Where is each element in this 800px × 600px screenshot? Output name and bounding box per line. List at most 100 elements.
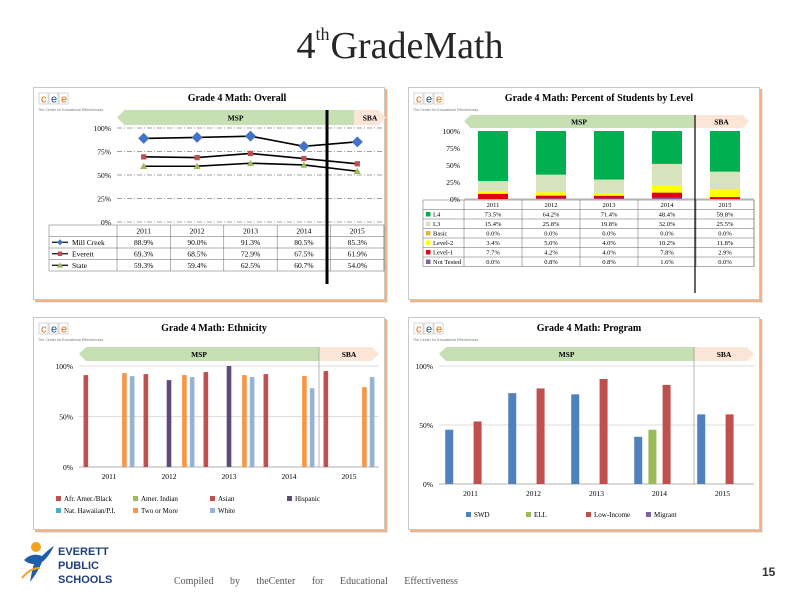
bar-segment-l4 xyxy=(652,131,682,164)
data-point xyxy=(57,239,63,246)
data-label: 0.8% xyxy=(544,259,558,266)
data-label: 11.8% xyxy=(717,240,734,247)
cee-logo-box xyxy=(38,92,49,105)
y-tick-label: 75% xyxy=(446,144,460,153)
program-chart-panel: c e e The Center for Educational Effectiven… xyxy=(408,317,760,530)
x-tick-label: 2011 xyxy=(463,489,478,498)
levels-chart-panel: c e e The Center for Educational Effectiven… xyxy=(408,87,760,300)
cee-logo-letter: e xyxy=(61,94,67,106)
legend-label: Not Tested xyxy=(433,259,462,266)
y-tick-label: 50% xyxy=(446,161,460,170)
y-tick-label: 0% xyxy=(63,463,73,472)
data-label: 85.3% xyxy=(348,238,367,247)
series-everett xyxy=(141,150,360,167)
bar-segment-not-tested xyxy=(594,198,624,199)
data-point xyxy=(353,167,361,175)
legend-label: Two or More xyxy=(141,507,178,515)
bar-swd xyxy=(571,394,580,484)
cee-logo-letter: e xyxy=(61,324,67,336)
x-tick-label: 2013 xyxy=(589,489,604,498)
bar-segment-l4 xyxy=(478,131,508,181)
chart-title: Grade 4 Math: Ethnicity xyxy=(161,323,267,334)
data-label: 61.9% xyxy=(348,250,367,259)
bar-swd xyxy=(508,393,517,484)
legend-label: Amer. Indian xyxy=(141,495,178,503)
bar-white xyxy=(369,377,375,467)
y-tick-label: 50% xyxy=(419,421,433,430)
data-label: 54.0% xyxy=(348,261,367,270)
data-label: 59.3% xyxy=(134,261,153,270)
y-tick-label: 0% xyxy=(423,480,433,489)
y-tick-label: 100% xyxy=(94,124,112,133)
x-tick-label: 2011 xyxy=(487,202,500,209)
cee-logo-tagline: The Center for Educational Effectiveness xyxy=(38,338,103,342)
data-point xyxy=(298,140,310,152)
cee-logo-box xyxy=(38,322,49,335)
data-point xyxy=(140,162,148,170)
cee-logo-letter: e xyxy=(51,94,57,106)
legend-label: Asian xyxy=(218,495,235,503)
y-tick-label: 100% xyxy=(416,362,434,371)
data-label: 25.5% xyxy=(717,221,734,228)
data-label: 4.0% xyxy=(602,240,616,247)
y-tick-label: 100% xyxy=(443,127,461,136)
data-label: 10.2% xyxy=(659,240,676,247)
data-label: 0.0% xyxy=(486,259,500,266)
cee-logo-box xyxy=(433,92,444,105)
y-tick-label: 0% xyxy=(101,218,111,227)
data-label: 25.8% xyxy=(543,221,560,228)
logo-line-2: PUBLIC xyxy=(58,560,99,572)
data-point xyxy=(57,251,63,256)
bar-segment-l4 xyxy=(594,131,624,180)
legend-swatch xyxy=(426,212,431,217)
msp-arrow xyxy=(464,115,694,128)
legend-swatch xyxy=(210,508,215,513)
cee-logo-box xyxy=(423,92,434,105)
bar-segment-level-2 xyxy=(478,191,508,194)
cee-logo-letter: c xyxy=(416,94,422,106)
bar-swd xyxy=(445,429,454,484)
data-label: 4.2% xyxy=(544,250,558,257)
data-label: 2.9% xyxy=(718,250,732,257)
legend-label: SWD xyxy=(474,511,490,519)
cee-logo-letter: c xyxy=(41,94,47,106)
sba-arrow xyxy=(694,347,754,361)
x-tick-label: 2011 xyxy=(102,472,117,481)
y-tick-label: 50% xyxy=(59,413,73,422)
bar-segment-level-2 xyxy=(652,185,682,193)
legend-label: Low-Income xyxy=(594,511,630,519)
legend-swatch xyxy=(426,250,431,255)
bar-hispanic xyxy=(226,366,232,467)
x-tick-label: 2014 xyxy=(652,489,667,498)
data-label: 19.8% xyxy=(601,221,618,228)
bar-segment-level-2 xyxy=(536,192,566,196)
x-tick-label: 2011 xyxy=(136,227,151,236)
sba-arrow xyxy=(319,347,379,361)
data-point xyxy=(141,154,147,160)
data-point xyxy=(138,132,150,144)
legend-label: Afr. Amer./Black xyxy=(64,495,113,503)
bar-segment-l3 xyxy=(536,174,566,193)
bar-low-income xyxy=(536,388,545,484)
bar-segment-not-tested xyxy=(652,197,682,199)
cee-logo-box xyxy=(433,322,444,335)
legend-label: Hispanic xyxy=(295,495,320,503)
data-label: 0.0% xyxy=(544,231,558,238)
x-tick-label: 2012 xyxy=(545,202,558,209)
legend-label: ELL xyxy=(534,511,547,519)
x-tick-label: 2013 xyxy=(243,227,258,236)
bar-segment-level-2 xyxy=(710,189,740,198)
bar-low-income xyxy=(725,414,734,484)
legend-swatch xyxy=(133,496,138,501)
legend-swatch xyxy=(287,496,292,501)
cee-logo-letter: e xyxy=(436,324,442,336)
bar-two-or-more xyxy=(122,373,127,467)
data-label: 67.5% xyxy=(294,250,313,259)
data-label: 59.4% xyxy=(187,261,206,270)
footer-caption: Compiled by theCenter for Educational Ef… xyxy=(174,576,458,587)
logo-figure-icon xyxy=(21,542,54,582)
bar-two-or-more xyxy=(362,387,367,467)
data-label: 64.2% xyxy=(543,212,560,219)
